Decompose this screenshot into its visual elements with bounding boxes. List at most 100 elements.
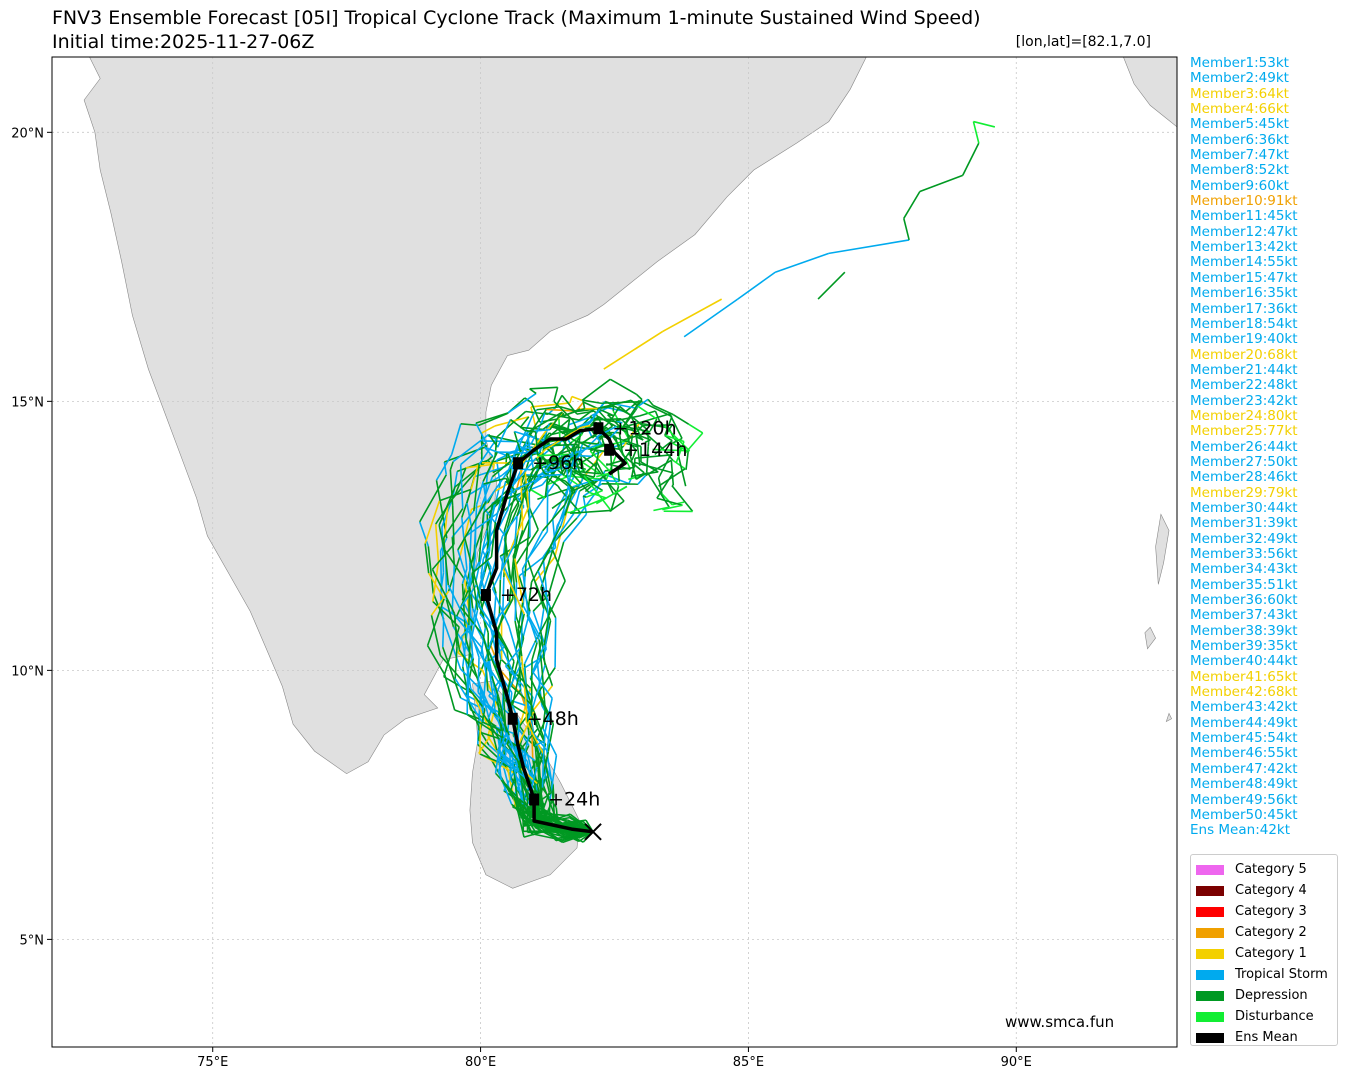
- member-track-segment: [442, 619, 462, 670]
- member-track-segment: [510, 457, 537, 488]
- member-track-segment: [441, 619, 445, 648]
- member-track-segment: [828, 239, 910, 255]
- member-track-segment: [497, 696, 508, 733]
- member-track-segment: [427, 546, 434, 594]
- member-track-segment: [530, 402, 570, 408]
- x-tick-label: 90°E: [1001, 1055, 1032, 1070]
- member-track-segment: [584, 461, 598, 474]
- member-track-segment: [564, 486, 574, 505]
- member-track-segment: [631, 449, 637, 461]
- member-track-segment: [562, 831, 594, 844]
- member-track-segment: [497, 752, 503, 781]
- legend-entry: Category 1: [1191, 943, 1337, 964]
- member-wind-entry: Member41:65kt: [1190, 668, 1298, 685]
- member-track-segment: [537, 525, 562, 572]
- member-track-segment: [561, 428, 577, 435]
- member-track-segment: [610, 486, 620, 512]
- member-wind-entry: Member4:66kt: [1190, 101, 1289, 118]
- member-track-segment: [628, 441, 637, 451]
- member-track-segment: [479, 719, 482, 755]
- member-track-segment: [558, 459, 564, 475]
- chart-title: FNV3 Ensemble Forecast [05I] Tropical Cy…: [52, 7, 981, 29]
- member-track-segment: [498, 579, 502, 614]
- member-track-segment: [457, 500, 487, 551]
- member-wind-entry: Member47:42kt: [1190, 760, 1298, 777]
- member-track-segment: [451, 611, 483, 649]
- member-track-segment: [451, 510, 475, 538]
- member-track-segment: [451, 565, 456, 613]
- member-track-segment: [647, 398, 654, 406]
- member-track-segment: [662, 298, 723, 333]
- member-track-segment: [454, 678, 483, 723]
- member-track-segment: [617, 468, 621, 482]
- member-track-segment: [635, 436, 641, 466]
- member-track-segment: [581, 378, 611, 402]
- member-track-segment: [482, 635, 491, 661]
- member-track-segment: [659, 420, 691, 452]
- member-wind-entry: Member43:42kt: [1190, 699, 1298, 716]
- member-track-segment: [461, 551, 476, 601]
- member-track-segment: [471, 556, 493, 574]
- member-track-segment: [774, 252, 830, 273]
- member-track-segment: [481, 721, 502, 732]
- member-track-segment: [541, 704, 552, 722]
- member-track-segment: [521, 569, 530, 616]
- member-wind-entry: Member40:44kt: [1190, 653, 1298, 670]
- legend-swatch: [1196, 948, 1224, 959]
- member-track-segment: [542, 709, 546, 729]
- member-wind-entry: Ens Mean:42kt: [1190, 822, 1291, 839]
- member-track-segment: [578, 407, 597, 421]
- member-wind-entry: Member22:48kt: [1190, 377, 1298, 394]
- member-track-segment: [514, 515, 518, 544]
- member-track-segment: [571, 473, 590, 493]
- member-track-segment: [510, 418, 526, 432]
- member-wind-entry: Member45:54kt: [1190, 730, 1298, 747]
- member-wind-entry: Member8:52kt: [1190, 162, 1289, 179]
- member-track-segment: [597, 415, 627, 433]
- member-track-segment: [582, 483, 603, 497]
- legend-entry: Depression: [1191, 985, 1337, 1006]
- member-track-segment: [512, 529, 539, 570]
- member-track-segment: [551, 477, 575, 520]
- member-track-segment: [540, 830, 570, 834]
- member-track-segment: [534, 804, 539, 828]
- member-track-segment: [563, 513, 588, 543]
- member-wind-entry: Member38:39kt: [1190, 622, 1298, 639]
- member-track-segment: [582, 399, 586, 409]
- member-track-segment: [527, 615, 538, 643]
- member-track-segment: [439, 572, 445, 595]
- member-track-segment: [546, 721, 552, 753]
- member-track-segment: [531, 671, 553, 699]
- member-wind-entry: Member1:53kt: [1190, 55, 1289, 71]
- member-track-segment: [646, 472, 670, 508]
- member-track-segment: [545, 476, 559, 487]
- member-track-segment: [471, 636, 493, 677]
- member-track-segment: [571, 395, 583, 402]
- member-track-segment: [654, 410, 661, 422]
- member-track-segment: [594, 479, 620, 483]
- member-track-segment: [576, 433, 582, 460]
- member-track-segment: [542, 503, 566, 532]
- member-track-segment: [490, 521, 497, 558]
- member-track-segment: [665, 434, 685, 443]
- member-track-segment: [475, 530, 488, 582]
- member-track-segment: [559, 448, 574, 455]
- legend-swatch: [1196, 885, 1224, 896]
- member-track-segment: [973, 120, 996, 128]
- member-track-segment: [656, 472, 674, 499]
- member-track-segment: [435, 454, 453, 481]
- member-track-segment: [554, 617, 557, 668]
- member-track-segment: [653, 506, 670, 512]
- member-track-segment: [424, 543, 430, 574]
- legend-swatch: [1196, 1032, 1224, 1043]
- member-wind-entry: Member21:44kt: [1190, 361, 1298, 378]
- member-track-segment: [672, 413, 690, 425]
- member-track-segment: [426, 598, 445, 646]
- legend-swatch: [1196, 969, 1224, 980]
- member-track-segment: [487, 681, 502, 721]
- member-track-segment: [640, 461, 659, 473]
- member-track-segment: [502, 568, 525, 615]
- member-track-segment: [534, 745, 538, 768]
- forecast-hour-label: +72h: [500, 584, 552, 606]
- member-wind-entry: Member15:47kt: [1190, 269, 1298, 286]
